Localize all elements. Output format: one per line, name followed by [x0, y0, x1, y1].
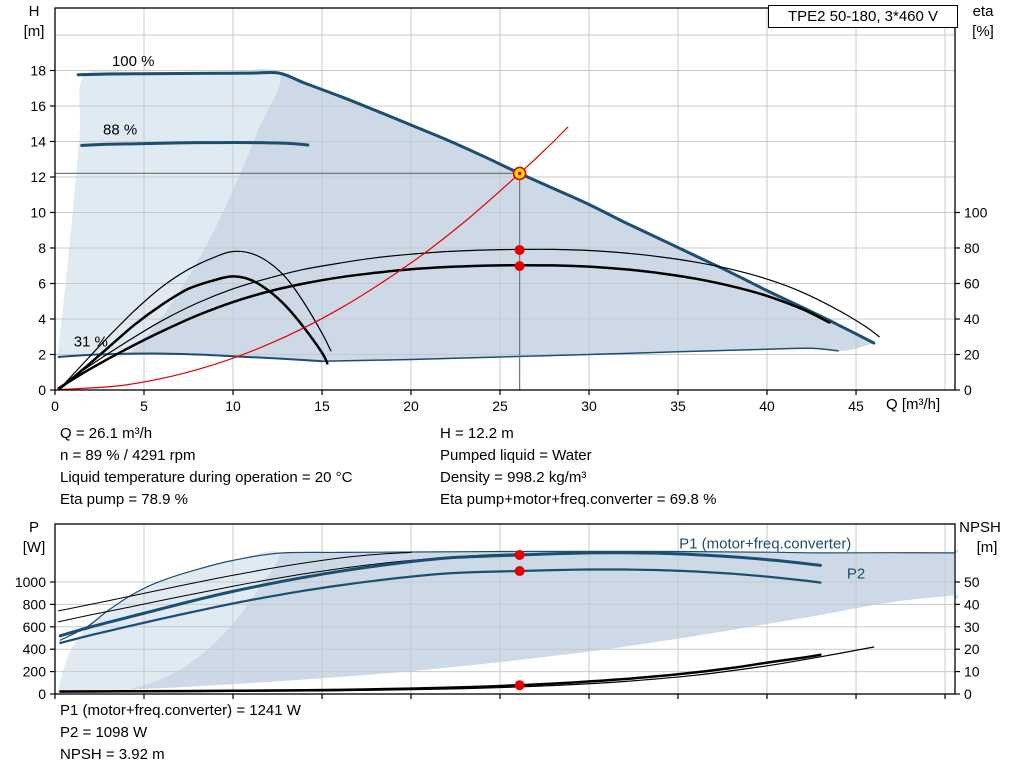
- tick-label: 20: [403, 398, 419, 414]
- tick-label: 0: [38, 382, 46, 398]
- qh-chart-svg: 0 2 4 6 8 10 12 14 16 18 0 20 40 60 80 100 0 5 10 15 20 25 30 3…: [24, 3, 995, 414]
- tick-label: 10: [225, 398, 241, 414]
- info-line-eta-total: Eta pump+motor+freq.converter = 69.8 %: [440, 491, 717, 508]
- tick-label: 0: [51, 398, 59, 414]
- power-info: P1 (motor+freq.converter) = 1241 W P2 = …: [60, 700, 301, 766]
- tick-label: 0: [964, 686, 972, 702]
- tick-label: 12: [30, 169, 46, 185]
- eta-total-curve: [57, 263, 831, 390]
- tick-label: 18: [30, 62, 46, 78]
- duty-point-center: [517, 171, 522, 176]
- tick-label: 400: [23, 641, 47, 657]
- tick-label: 40: [964, 311, 980, 327]
- npsh-curve: [59, 653, 822, 693]
- tick-label: 30: [964, 619, 980, 635]
- tick-label: 0: [38, 686, 46, 702]
- info-line-npsh: NPSH = 3.92 m: [60, 746, 165, 763]
- tick-label: 20: [964, 346, 980, 362]
- info-line-eta-pump: Eta pump = 78.9 %: [60, 491, 188, 508]
- power-npsh-chart-svg: 0 200 400 600 800 1000 0 10 20 30 40 50 P [W] NPSH [m] P…: [15, 519, 1001, 702]
- tick-label: 8: [38, 240, 46, 256]
- power-low-flow-fill: [57, 551, 280, 693]
- tick-label: 60: [964, 275, 980, 291]
- tick-label: 5: [140, 398, 148, 414]
- npsh-point: [514, 680, 525, 691]
- tick-label: 800: [23, 596, 47, 612]
- p2-label: P2: [847, 566, 865, 583]
- info-line-liquid: Pumped liquid = Water: [440, 447, 592, 464]
- eta-total-point: [514, 261, 525, 272]
- p2-point: [514, 566, 525, 577]
- tick-label: 4: [38, 311, 46, 327]
- info-line-temp: Liquid temperature during operation = 20…: [60, 469, 353, 486]
- eta-pump-reduced-curve: [59, 250, 332, 389]
- p2-curve: [59, 568, 822, 645]
- tick-label: 16: [30, 98, 46, 114]
- tick-label: 45: [848, 398, 864, 414]
- eta-pump-point: [514, 244, 525, 255]
- system-curve: [58, 126, 569, 391]
- axis-title: Q [m³/h]: [886, 396, 940, 413]
- duty-info-left-column: Q = 26.1 m³/h n = 89 % / 4291 rpm Liquid…: [60, 423, 440, 511]
- pump-type-box: TPE2 50-180, 3*460 V: [768, 5, 958, 28]
- min-speed-boundary: [321, 347, 839, 362]
- tick-label: 200: [23, 664, 47, 680]
- speed-label-100: 100 %: [112, 53, 155, 70]
- axis-title: [W]: [23, 539, 46, 556]
- info-line-h: H = 12.2 m: [440, 425, 514, 442]
- duty-point-info: Q = 26.1 m³/h n = 89 % / 4291 rpm Liquid…: [0, 423, 1000, 511]
- axis-title: H: [29, 3, 40, 20]
- p1-curve: [58, 551, 822, 638]
- axis-title: [m]: [24, 23, 45, 40]
- tick-label: 35: [670, 398, 686, 414]
- tick-label: 1000: [15, 574, 46, 590]
- axis-title: NPSH: [959, 519, 1001, 536]
- tick-label: 10: [30, 204, 46, 220]
- eta-pump-curve: [58, 248, 880, 389]
- p1-max-line: [58, 551, 412, 612]
- tick-label: 100: [964, 204, 988, 220]
- tick-label: 2: [38, 346, 46, 362]
- tick-label: 6: [38, 275, 46, 291]
- tick-label: 30: [581, 398, 597, 414]
- p1-label: P1 (motor+freq.converter): [679, 535, 851, 552]
- tick-label: 600: [23, 619, 47, 635]
- axis-title: [m]: [977, 539, 998, 556]
- pump-type-label: TPE2 50-180, 3*460 V: [787, 8, 939, 25]
- duty-info-right-column: H = 12.2 m Pumped liquid = Water Density…: [440, 423, 1000, 511]
- axis-title: P: [29, 519, 39, 536]
- speed-curve-88: [80, 140, 310, 147]
- max-speed-curve: [76, 70, 876, 345]
- axis-title: eta: [973, 3, 995, 20]
- tick-label: 10: [964, 664, 980, 680]
- tick-label: 25: [492, 398, 508, 414]
- info-line-q: Q = 26.1 m³/h: [60, 425, 153, 442]
- p1-point: [514, 550, 525, 561]
- tick-label: 20: [964, 641, 980, 657]
- plot-frame: [54, 7, 956, 391]
- axis-title: [%]: [972, 23, 994, 40]
- tick-label: 40: [759, 398, 775, 414]
- eta-total-reduced-curve: [59, 275, 329, 390]
- info-line-density: Density = 998.2 kg/m³: [440, 469, 587, 486]
- info-line-p2: P2 = 1098 W: [60, 724, 148, 741]
- tick-label: 40: [964, 596, 980, 612]
- tick-label: 0: [964, 382, 972, 398]
- tick-label: 80: [964, 240, 980, 256]
- tick-label: 14: [30, 133, 46, 149]
- plot-frame: [54, 523, 956, 695]
- power-range-fill: [57, 549, 959, 693]
- speed-label-31: 31 %: [74, 334, 108, 351]
- info-line-n: n = 89 % / 4291 rpm: [60, 447, 196, 464]
- power-envelope-line: [59, 550, 955, 641]
- info-line-p1: P1 (motor+freq.converter) = 1241 W: [60, 702, 301, 719]
- tick-label: 50: [964, 574, 980, 590]
- tick-label: 15: [314, 398, 330, 414]
- speed-label-88: 88 %: [103, 121, 137, 138]
